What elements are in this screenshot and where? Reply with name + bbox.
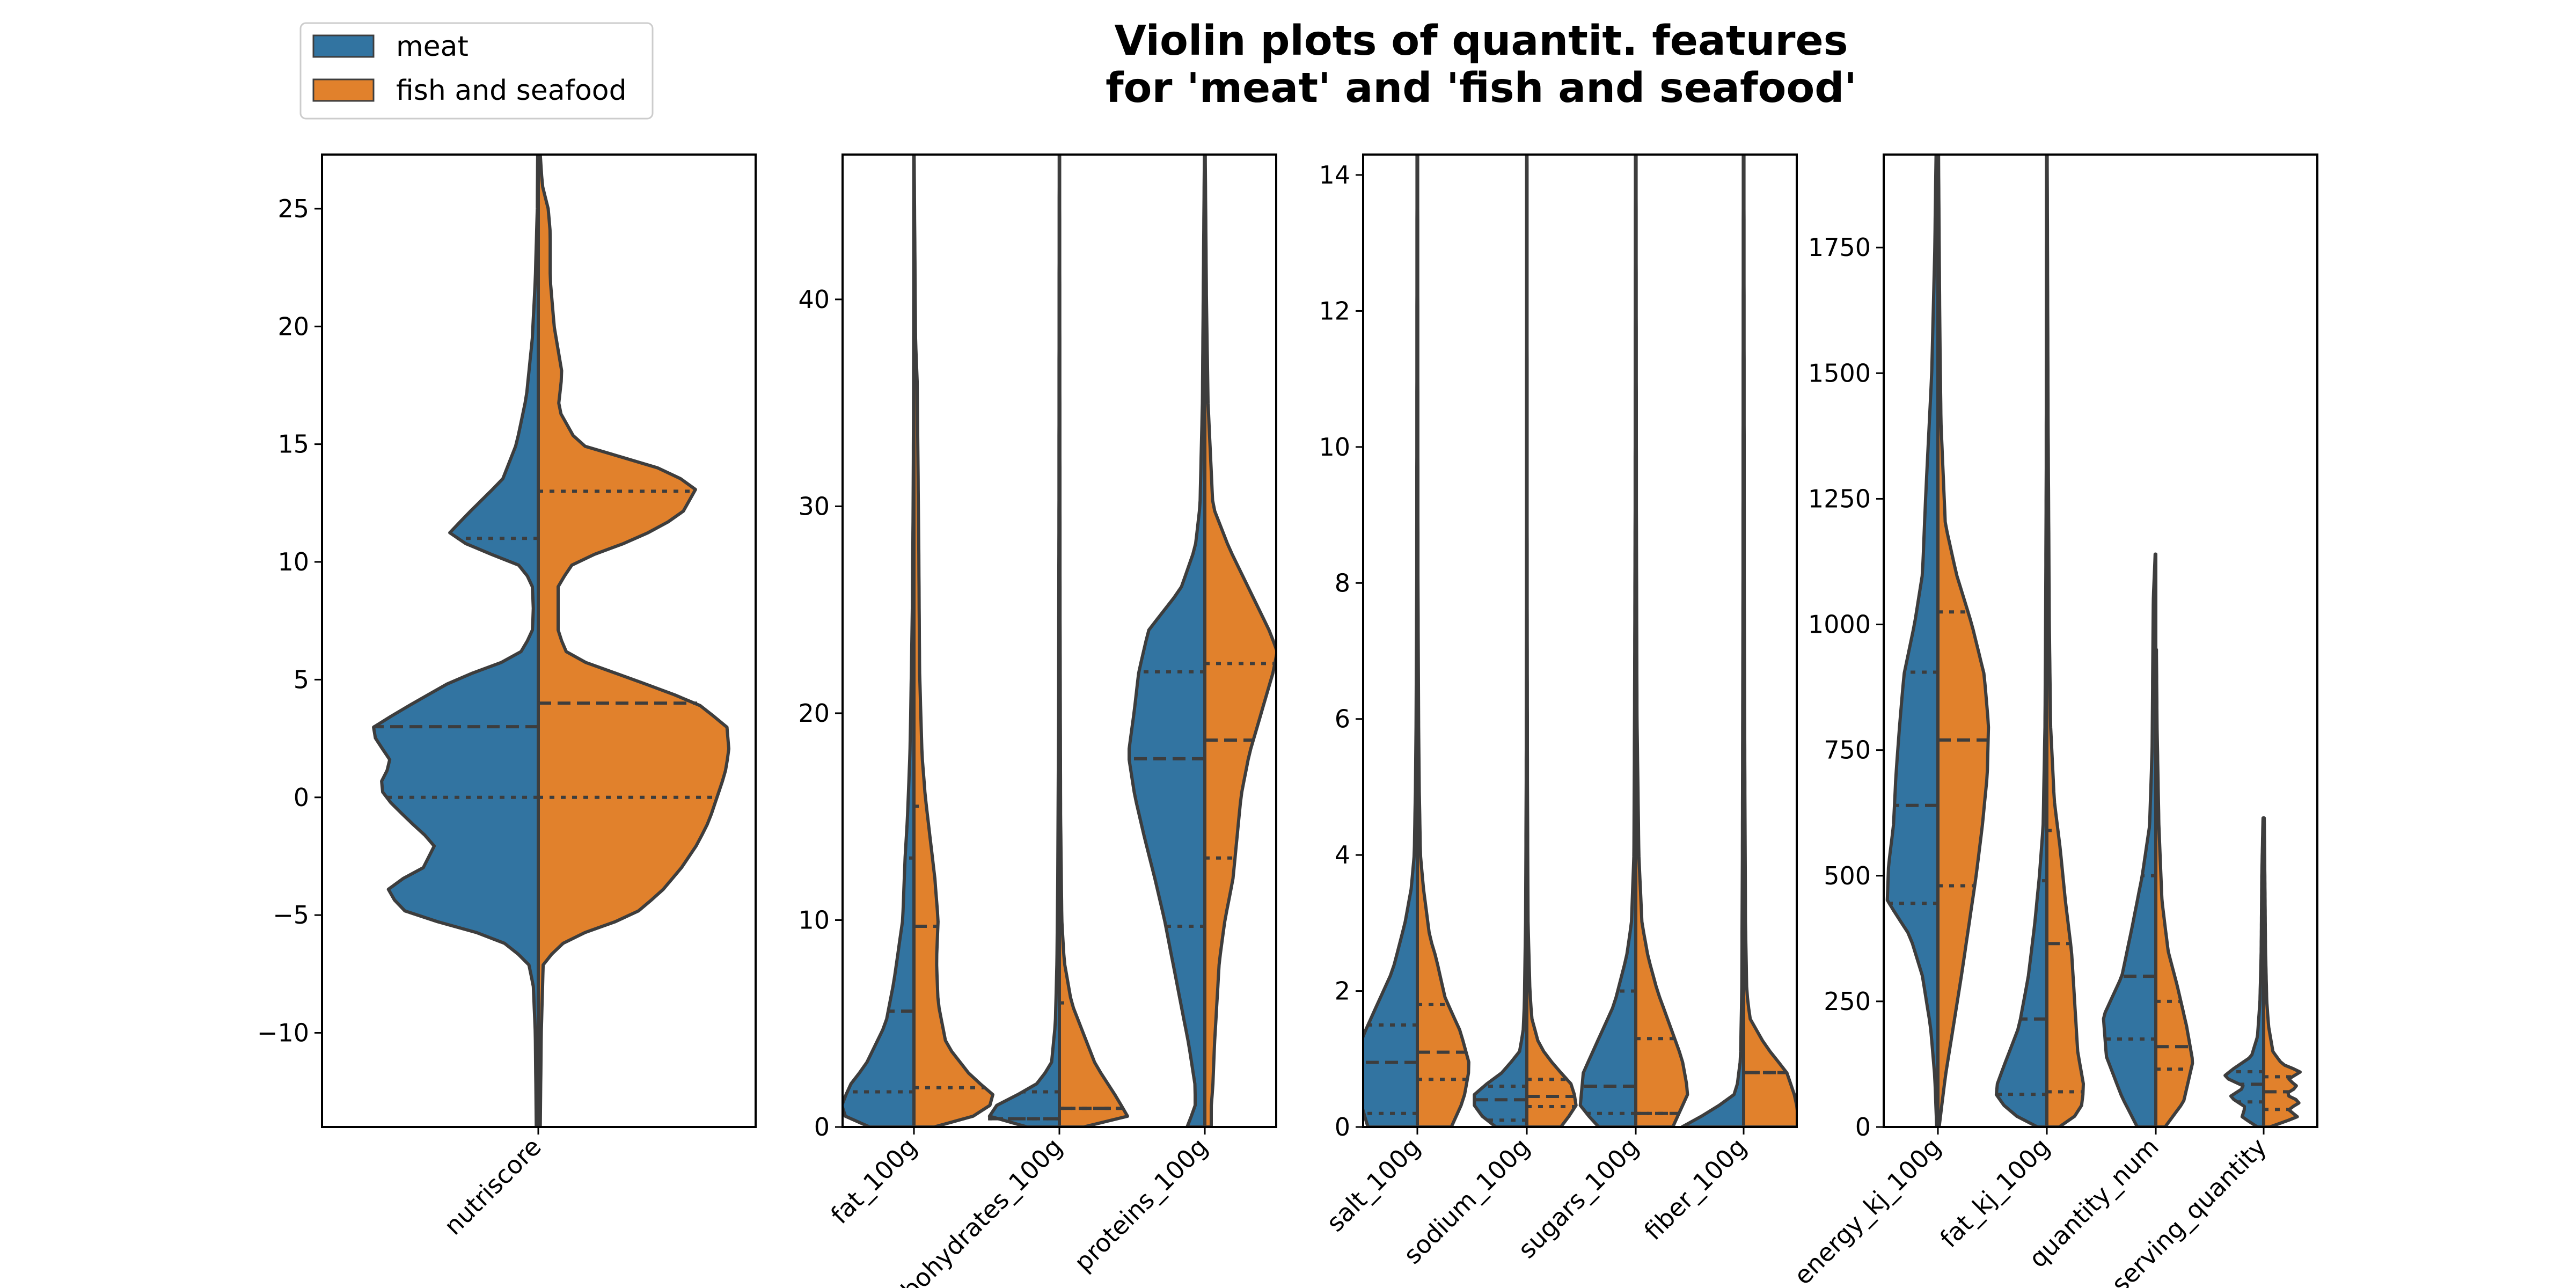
violin-energy-kj-100g-fish-and-seafood xyxy=(1936,155,1990,1127)
panel-2-plot-area xyxy=(843,155,1276,1127)
y-tick-label: 6 xyxy=(1335,705,1350,734)
y-tick-label: 1500 xyxy=(1808,358,1871,387)
violin-sugars-100g-fish-and-seafood xyxy=(1634,155,1689,1127)
panel-4-frame xyxy=(1883,153,2318,1128)
y-tick-label: 40 xyxy=(798,285,830,314)
y-tick-label: 1250 xyxy=(1808,484,1871,513)
y-tick-label: 0 xyxy=(294,783,309,812)
y-tick-label: 5 xyxy=(294,665,309,694)
panel-1-plot-area xyxy=(372,155,730,1127)
panel-3-plot-area xyxy=(1363,155,1797,1127)
violin-energy-kj-100g-meat xyxy=(1885,155,1940,1127)
y-tick-label: 1750 xyxy=(1808,233,1871,262)
violin-fiber-100g-fish-and-seafood xyxy=(1742,155,1797,1127)
y-tick-label: 0 xyxy=(814,1113,830,1141)
legend: meat fish and seafood xyxy=(299,22,654,120)
violin-nutriscore-meat xyxy=(372,155,540,1127)
panels: −10−50510152025nutriscore010203040fat_10… xyxy=(257,153,2318,1288)
violin-fat-100g-fish-and-seafood xyxy=(912,155,994,1127)
violin-serving-quantity-fish-and-seafood xyxy=(2262,816,2302,1127)
y-tick-label: 14 xyxy=(1319,160,1350,189)
y-tick-label: 10 xyxy=(798,905,830,934)
y-tick-label: 10 xyxy=(1319,433,1350,462)
y-tick-label: 500 xyxy=(1824,861,1871,890)
legend-label-fish: fish and seafood xyxy=(396,75,627,107)
violin-salt-100g-fish-and-seafood xyxy=(1416,155,1470,1127)
legend-frame xyxy=(299,22,654,120)
legend-label-meat: meat xyxy=(396,31,469,63)
y-tick-label: 20 xyxy=(277,312,309,341)
y-tick-label: 20 xyxy=(798,699,830,728)
y-tick-label: 0 xyxy=(1335,1113,1350,1141)
y-tick-label: 8 xyxy=(1335,568,1350,597)
violin-proteins-100g-fish-and-seafood xyxy=(1203,155,1276,1127)
violin-fat-kj-100g-fish-and-seafood xyxy=(2045,155,2085,1127)
y-tick-label: −10 xyxy=(257,1019,309,1048)
panel-4: 02505007501000125015001750energy_kj_100g… xyxy=(1788,153,2318,1288)
y-tick-label: 0 xyxy=(1855,1113,1871,1141)
title-line-1: Violin plots of quantit. features xyxy=(1114,17,1848,65)
panel-4-plot-area xyxy=(1885,155,2302,1127)
y-tick-label: 30 xyxy=(798,492,830,521)
violin-quantity-num-fish-and-seafood xyxy=(2154,648,2194,1127)
legend-swatch-meat xyxy=(312,34,375,58)
y-tick-label: 750 xyxy=(1824,736,1871,765)
y-tick-label: −5 xyxy=(273,901,309,930)
title-line-2: for 'meat' and 'fish and seafood' xyxy=(1106,64,1857,112)
y-tick-label: 4 xyxy=(1335,840,1350,869)
y-tick-label: 10 xyxy=(277,547,309,576)
y-tick-label: 2 xyxy=(1335,977,1350,1006)
y-tick-label: 1000 xyxy=(1808,610,1871,639)
violin-carbohydrates-100g-fish-and-seafood xyxy=(1058,155,1129,1127)
violin-sodium-100g-fish-and-seafood xyxy=(1525,155,1578,1127)
violin-nutriscore-fish-and-seafood xyxy=(537,155,730,1127)
y-tick-label: 15 xyxy=(277,430,309,459)
legend-swatch-fish xyxy=(312,78,375,102)
violin-quantity-num-meat xyxy=(2102,552,2157,1127)
y-tick-label: 25 xyxy=(277,194,309,223)
panel-3-frame xyxy=(1362,153,1798,1128)
y-tick-label: 12 xyxy=(1319,296,1350,325)
y-tick-label: 250 xyxy=(1824,987,1871,1016)
chart-title: Violin plots of quantit. features for 'm… xyxy=(1106,17,1857,112)
